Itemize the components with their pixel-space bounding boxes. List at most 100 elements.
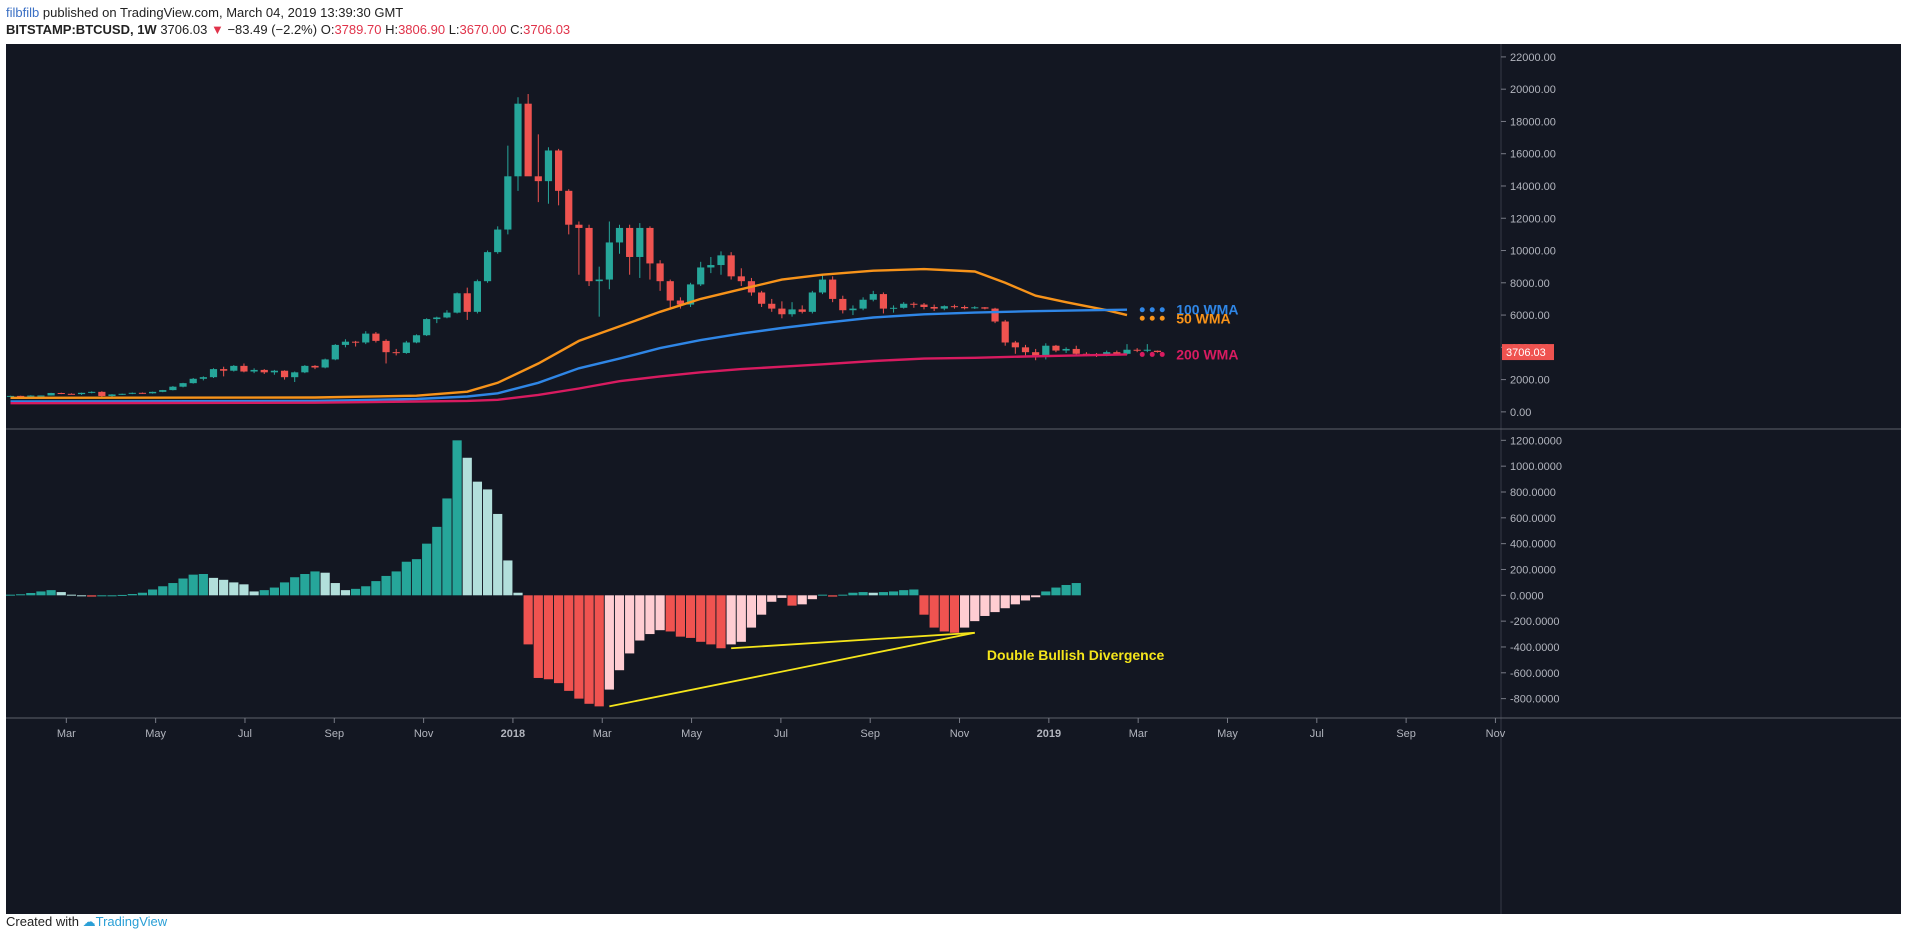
candle-body	[301, 365, 309, 373]
oscillator-bar	[482, 489, 493, 596]
oscillator-layer	[5, 440, 1081, 707]
candle-body	[920, 304, 928, 307]
candle-body	[321, 359, 329, 368]
oscillator-bar	[817, 594, 828, 596]
oscillator-bar	[513, 592, 523, 596]
wma-line	[10, 308, 1128, 403]
candle-body	[494, 229, 502, 253]
oscillator-bar	[543, 595, 554, 680]
candle-body	[189, 378, 197, 384]
candle-body	[605, 242, 613, 280]
chart-area[interactable]: 22000.00 20000.00 18000.00 16000.00 14000.00…	[5, 44, 1901, 914]
wma-label: 100 WMA	[1176, 302, 1238, 318]
candle-body	[971, 307, 979, 309]
candle-body	[209, 369, 218, 378]
oscillator-bar	[290, 577, 300, 596]
candle-body	[1042, 345, 1050, 358]
symbol-label: BITSTAMP:BTCUSD, 1W	[6, 22, 157, 37]
oscillator-bar	[269, 587, 279, 596]
oscillator-bar	[208, 577, 219, 596]
candle-body	[961, 306, 969, 309]
oscillator-bar	[868, 592, 878, 596]
oscillator-bar	[554, 595, 564, 684]
candle-body	[737, 276, 745, 282]
candle-body	[524, 103, 532, 177]
oscillator-bar	[300, 574, 310, 596]
candle-body	[159, 390, 167, 392]
candle-body	[930, 306, 938, 309]
candle-body	[220, 369, 228, 371]
wma-label: 50 WMA	[1176, 310, 1230, 326]
oscillator-bar	[239, 584, 249, 596]
oscillator-bar	[36, 591, 46, 596]
oscillator-bar	[411, 559, 422, 596]
candle-body	[280, 370, 289, 378]
candle-body	[839, 298, 847, 311]
candle-body	[118, 393, 126, 395]
wma-dot	[1149, 351, 1155, 357]
price-tick-label: 6000.00	[1510, 310, 1550, 322]
price-tick-label: 2000.00	[1510, 375, 1550, 387]
time-tick-label: Sep	[860, 728, 880, 740]
candle-body	[230, 365, 238, 371]
oscillator-bar	[391, 571, 401, 596]
oscillator-bar	[442, 498, 452, 596]
candle-body	[565, 190, 573, 225]
wma-dot	[1149, 307, 1155, 313]
oscillator-bar	[990, 595, 1000, 613]
candle-body	[544, 150, 553, 182]
price-tick-label: 20000.00	[1510, 84, 1556, 96]
oscillator-bar	[635, 595, 645, 641]
price-tick-label: 14000.00	[1510, 181, 1556, 193]
tradingview-link[interactable]: TradingView	[95, 914, 168, 929]
author-link[interactable]: filbfilb	[6, 5, 40, 20]
oscillator-bar	[361, 586, 371, 596]
chart-canvas[interactable]: 22000.00 20000.00 18000.00 16000.00 14000.00…	[5, 44, 1901, 914]
candle-body	[291, 372, 299, 378]
publish-line: filbfilb published on TradingView.com, M…	[6, 5, 403, 20]
oscillator-bar	[604, 595, 614, 690]
candle-body	[808, 292, 816, 312]
time-tick-label: Mar	[1129, 728, 1148, 740]
divergence-label: Double Bullish Divergence	[987, 647, 1165, 663]
candle-body	[869, 294, 877, 300]
oscillator-bar	[1051, 587, 1061, 596]
oscillator-bar	[888, 591, 899, 596]
candle-body	[128, 392, 136, 394]
price-tick-label: 18000.00	[1510, 116, 1556, 128]
candle-body	[504, 176, 512, 230]
divergence-line	[731, 631, 975, 650]
candle-body	[6, 395, 15, 397]
candle-body	[1052, 345, 1060, 351]
oscillator-bar	[310, 571, 320, 596]
candle-body	[311, 365, 319, 368]
candle-body	[555, 150, 563, 191]
price-tick-label: 22000.00	[1510, 52, 1556, 64]
oscillator-bar	[746, 595, 757, 628]
created-with-label: Created with	[6, 914, 79, 929]
last-price: 3706.03	[160, 22, 208, 37]
wma-line	[10, 353, 1128, 405]
osc-tick-label: -400.0000	[1510, 642, 1560, 654]
candle-body	[514, 103, 522, 177]
candle-body	[666, 281, 674, 301]
oscillator-bar	[66, 594, 76, 596]
candle-body	[47, 392, 55, 396]
time-tick-label: Mar	[57, 728, 76, 740]
change-arrow-icon: ▼	[210, 22, 224, 37]
candle-body	[270, 370, 278, 373]
price-layer	[6, 94, 1162, 405]
oscillator-bar	[858, 592, 868, 596]
wma-label: 200 WMA	[1176, 346, 1238, 362]
candle-body	[412, 335, 421, 343]
oscillator-bar	[706, 595, 716, 645]
oscillator-bar	[198, 574, 208, 596]
oscillator-bar	[148, 589, 158, 596]
time-tick-label: Nov	[1486, 728, 1506, 740]
close-value: 3706.03	[523, 22, 571, 37]
high-value: 3806.90	[398, 22, 446, 37]
candle-body	[260, 369, 268, 373]
candle-body	[879, 294, 887, 309]
oscillator-bar	[1031, 595, 1041, 598]
price-tick-label: 8000.00	[1510, 278, 1550, 290]
